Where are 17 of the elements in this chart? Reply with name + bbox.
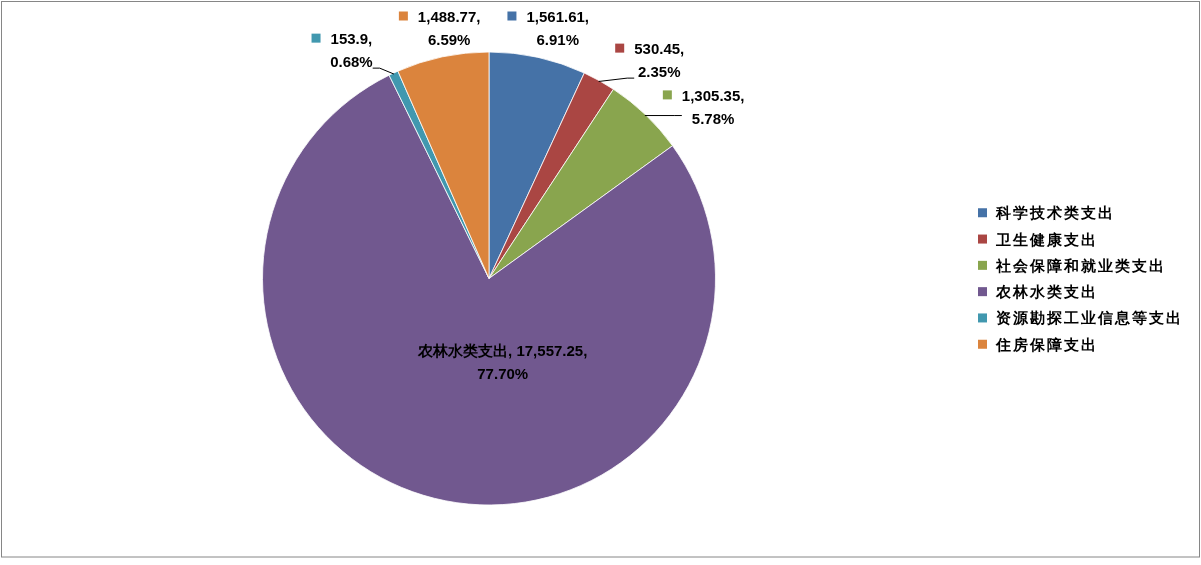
legend-item: 科学技术类支出 — [978, 204, 1115, 222]
data-label: 1,488.77, 6.59% — [398, 8, 481, 48]
data-label: 1,561.61, 6.91% — [507, 8, 589, 48]
data-label: 530.45, 2.35% — [615, 40, 685, 81]
data-label: 1,488.77, 6.59% — [417, 8, 481, 48]
data-label: 1,305.35, 5.78% — [681, 86, 745, 127]
legend-item: 住房保障支出 — [978, 335, 1098, 353]
data-label: 530.45, 2.35% — [634, 40, 685, 81]
data-label: 农林水类支出, 17,557.25, 77.70% — [418, 342, 588, 382]
legend-item: 卫生健康支出 — [978, 230, 1098, 248]
data-label: 153.9, 0.68% — [330, 30, 373, 71]
legend-item: 社会保障和就业类支出 — [978, 256, 1166, 274]
legend-item: 农林水类支出 — [978, 283, 1098, 301]
data-label: 153.9, 0.68% — [311, 30, 373, 71]
data-label: 1,561.61, 6.91% — [526, 8, 589, 48]
data-label: 1,305.35, 5.78% — [662, 86, 745, 127]
legend-item: 资源勘探工业信息等支出 — [978, 309, 1183, 327]
